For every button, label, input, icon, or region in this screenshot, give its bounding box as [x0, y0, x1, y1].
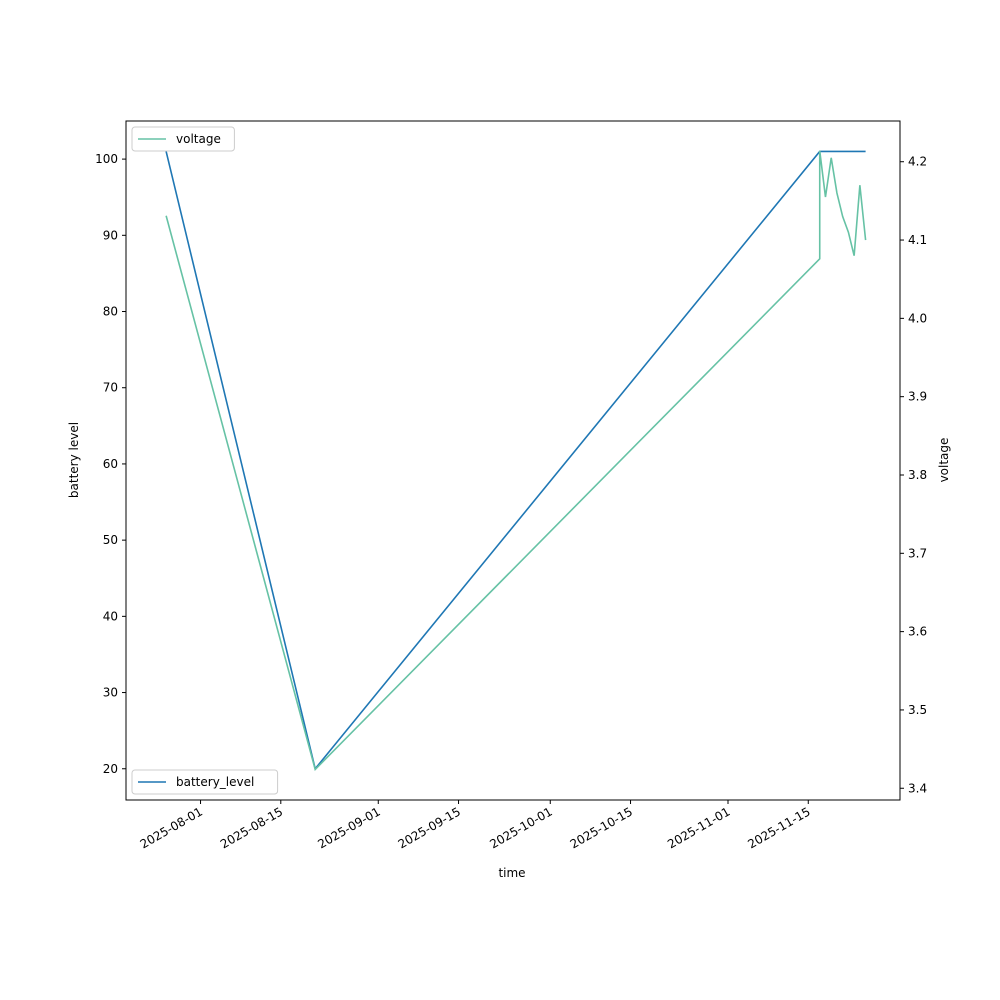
x-tick-label: 2025-09-01 — [315, 804, 382, 851]
y2-axis-label: voltage — [937, 438, 951, 483]
x-axis-label: time — [498, 866, 525, 880]
data-line — [165, 150, 867, 772]
y2-tick-label: 3.6 — [908, 625, 927, 639]
y-tick-label: 100 — [95, 152, 118, 166]
y2-tick-label: 4.0 — [908, 311, 927, 325]
y2-tick-label: 3.8 — [908, 468, 927, 482]
y2-tick-label: 3.7 — [908, 546, 927, 560]
y2-tick-label: 4.2 — [908, 155, 927, 169]
legend-box — [131, 126, 235, 152]
x-tick-label: 2025-11-15 — [745, 804, 812, 851]
y-tick-label: 80 — [103, 305, 118, 319]
y-tick-label: 60 — [103, 457, 118, 471]
y2-tick-label: 3.5 — [908, 703, 927, 717]
y-tick-label: 30 — [103, 686, 118, 700]
x-tick-label: 2025-11-01 — [665, 804, 732, 851]
y-tick-label: 70 — [103, 381, 118, 395]
y-axis-label: battery level — [67, 422, 81, 498]
legend-label: voltage — [176, 132, 221, 146]
x-tick-label: 2025-10-15 — [568, 804, 635, 851]
x-tick-label: 2025-08-15 — [218, 804, 285, 851]
y-tick-label: 40 — [103, 609, 118, 623]
data-line — [165, 150, 866, 771]
legend-label: battery_level — [176, 775, 254, 789]
y-tick-label: 20 — [103, 762, 118, 776]
y2-tick-label: 3.4 — [908, 781, 927, 795]
y2-tick-label: 4.1 — [908, 233, 927, 247]
legend-box — [131, 769, 279, 795]
y-tick-label: 50 — [103, 533, 118, 547]
y2-tick-label: 3.9 — [908, 390, 927, 404]
x-tick-label: 2025-08-01 — [138, 804, 205, 851]
x-tick-label: 2025-10-01 — [487, 804, 554, 851]
x-tick-label: 2025-09-15 — [396, 804, 463, 851]
y-tick-label: 90 — [103, 228, 118, 242]
plot-frame — [125, 120, 901, 801]
